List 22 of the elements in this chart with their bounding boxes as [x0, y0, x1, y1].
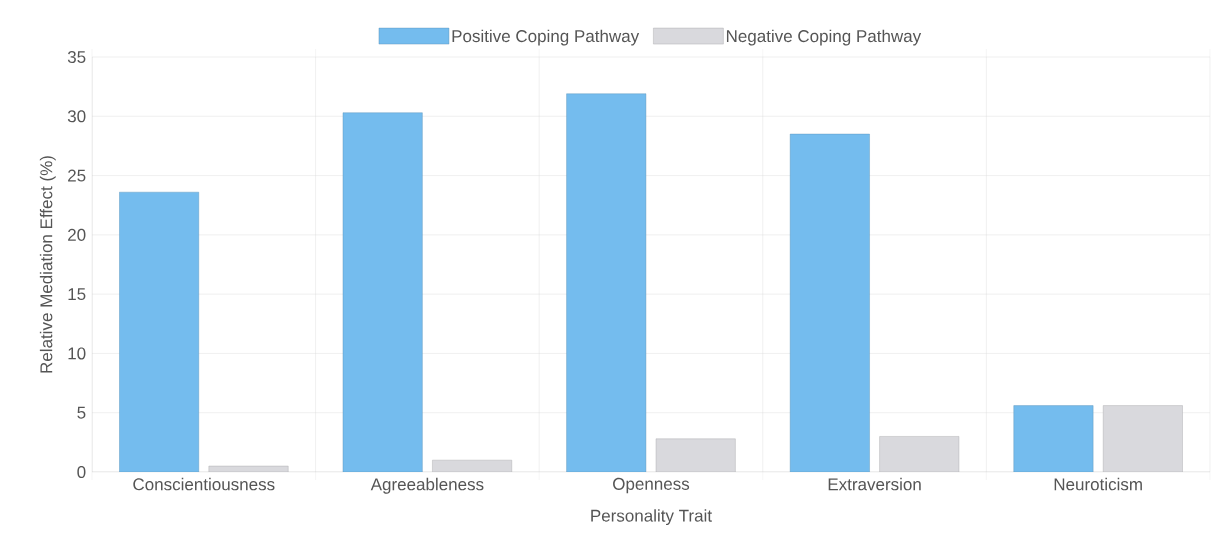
x-tick-label: Conscientiousness — [133, 477, 275, 491]
y-tick-label: 35 — [67, 50, 86, 64]
bar — [1013, 405, 1094, 472]
x-tick-label: Openness — [613, 477, 690, 494]
bar — [342, 112, 423, 472]
y-tick-label: 5 — [77, 406, 86, 419]
y-axis-title: Relative Mediation Effect (%) — [39, 156, 56, 373]
x-tick-label: Agreeableness — [370, 477, 484, 494]
legend-label: Positive Coping Pathway — [452, 29, 640, 46]
bar — [789, 133, 870, 472]
y-tick-label: 15 — [68, 288, 86, 301]
y-tick-label: 30 — [67, 110, 86, 123]
y-tick-label: 20 — [68, 228, 86, 241]
y-tick-label: 0 — [77, 465, 86, 479]
y-tick-label: 25 — [68, 169, 86, 182]
bar — [566, 93, 647, 472]
x-tick-label: Neuroticism — [1054, 477, 1142, 491]
x-tick-label: Extraversion — [828, 477, 921, 491]
bar — [119, 191, 199, 472]
legend-label: Negative Coping Pathway — [726, 29, 922, 46]
x-axis-title: Personality Trait — [591, 509, 712, 526]
y-tick-label: 10 — [68, 347, 86, 360]
